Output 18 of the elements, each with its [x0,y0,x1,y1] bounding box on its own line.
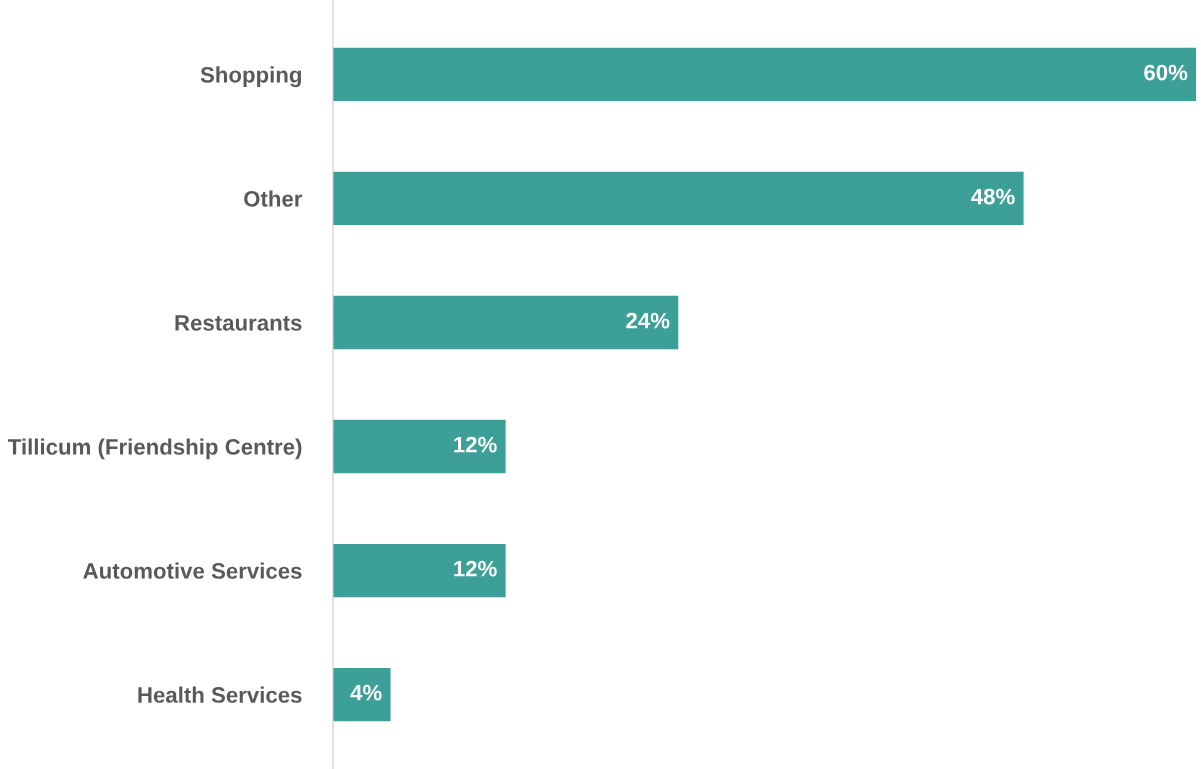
data-label: 12% [454,560,497,577]
y-tick-label: Restaurants [175,315,302,331]
y-tick-label: Other [244,190,303,207]
data-label: 4% [350,684,382,701]
data-label: 12% [454,436,497,453]
y-tick-label: Automotive Services [83,562,302,579]
bar [333,47,1197,102]
y-tick-label: Tillicum (Friendship Centre) [8,438,302,460]
bar [333,419,506,474]
data-label: 60% [1144,64,1188,81]
y-tick-label: Shopping [200,66,301,88]
y-tick-label: Health Services [138,686,302,703]
bar [333,295,679,350]
data-label: 48% [971,188,1015,205]
data-label: 24% [626,312,670,329]
bar [333,171,1024,226]
bar [333,667,391,722]
bar [333,543,506,598]
